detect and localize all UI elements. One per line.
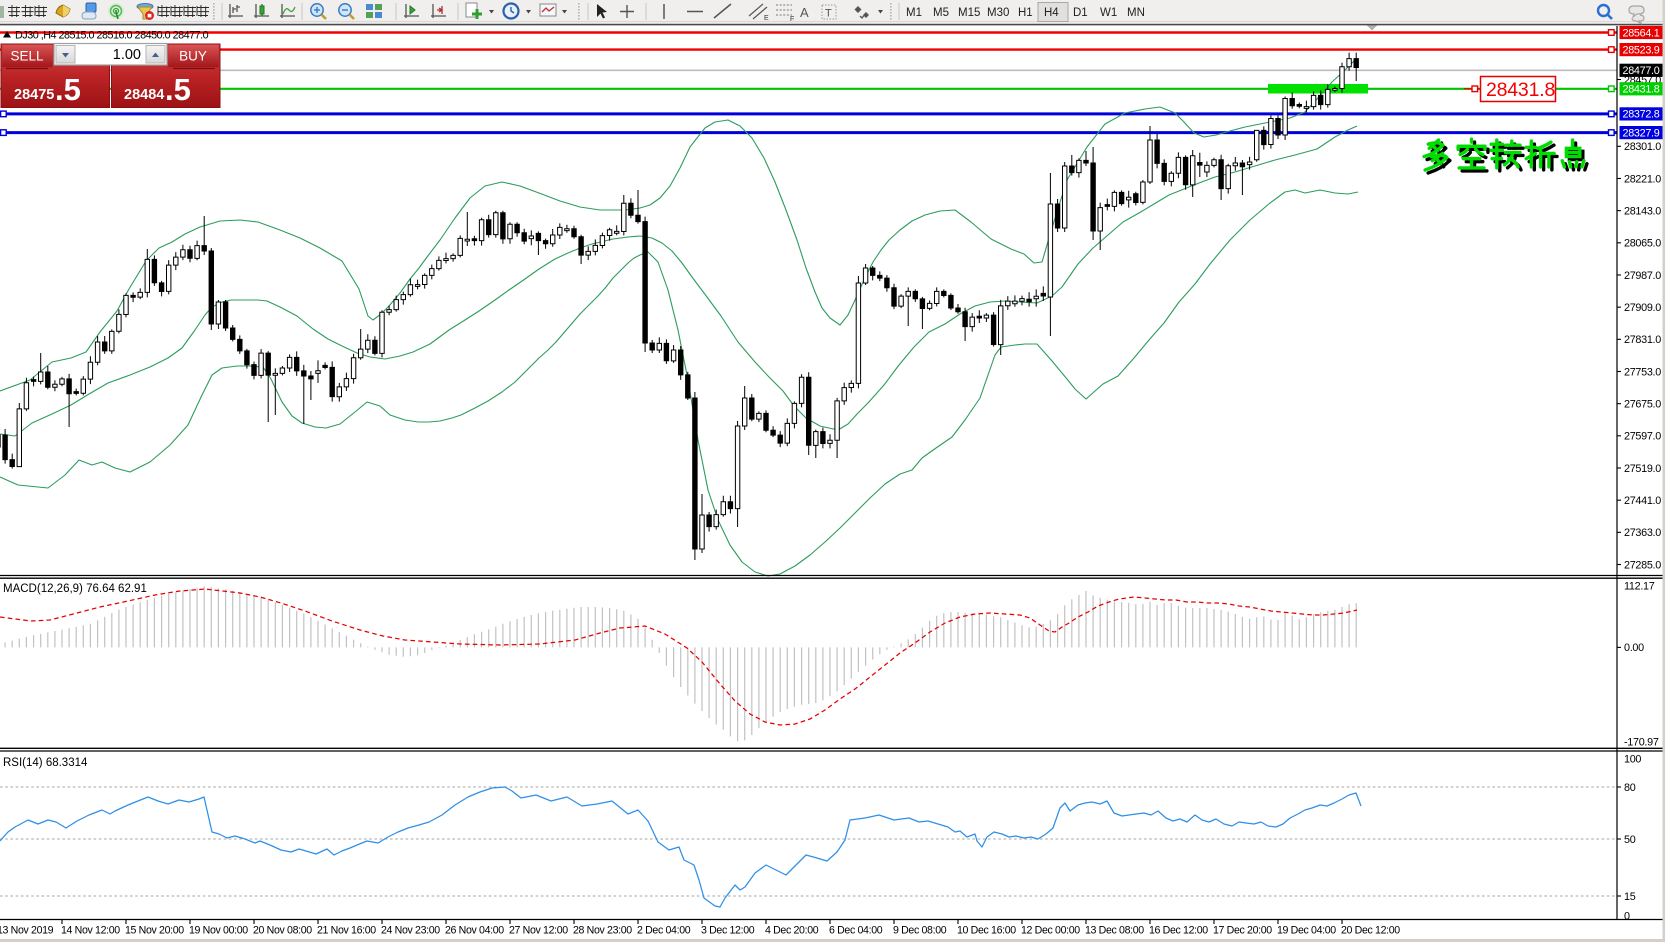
svg-text:0.00: 0.00 [1624, 642, 1644, 654]
svg-text:M5: M5 [933, 7, 949, 19]
svg-text:SELL: SELL [10, 49, 44, 64]
svg-text:17 Dec 20:00: 17 Dec 20:00 [1213, 925, 1272, 937]
svg-text:9 Dec 08:00: 9 Dec 08:00 [893, 925, 947, 937]
svg-text:M1: M1 [906, 7, 922, 19]
svg-text:RSI(14) 68.3314: RSI(14) 68.3314 [3, 757, 88, 769]
svg-text:MN: MN [1127, 7, 1145, 19]
svg-text:4 Dec 20:00: 4 Dec 20:00 [765, 925, 819, 937]
svg-text:112.17: 112.17 [1624, 580, 1655, 592]
svg-text:28 Nov 23:00: 28 Nov 23:00 [573, 925, 632, 937]
svg-text:H4: H4 [1044, 7, 1059, 19]
svg-text:A: A [800, 5, 809, 20]
svg-text:28372.8: 28372.8 [1623, 109, 1660, 121]
svg-text:F: F [790, 16, 794, 23]
svg-text:-170.97: -170.97 [1624, 736, 1659, 748]
svg-text:W1: W1 [1100, 7, 1117, 19]
svg-text:20 Nov 08:00: 20 Nov 08:00 [253, 925, 312, 937]
svg-text:16 Dec 12:00: 16 Dec 12:00 [1149, 925, 1208, 937]
svg-text:26 Nov 04:00: 26 Nov 04:00 [445, 925, 504, 937]
svg-text:15: 15 [1624, 891, 1636, 903]
svg-text:28301.0: 28301.0 [1624, 141, 1661, 153]
svg-text:19 Nov 00:00: 19 Nov 00:00 [189, 925, 248, 937]
svg-text:27441.0: 27441.0 [1624, 495, 1661, 507]
svg-text:24 Nov 23:00: 24 Nov 23:00 [381, 925, 440, 937]
svg-text:28475: 28475 [14, 87, 54, 103]
svg-text:13 Nov 2019: 13 Nov 2019 [0, 925, 54, 937]
svg-text:27597.0: 27597.0 [1624, 431, 1661, 443]
svg-text:27363.0: 27363.0 [1624, 527, 1661, 539]
svg-text:3 Dec 12:00: 3 Dec 12:00 [701, 925, 755, 937]
svg-text:0: 0 [1624, 910, 1630, 922]
svg-text:27675.0: 27675.0 [1624, 398, 1661, 410]
svg-text:27519.0: 27519.0 [1624, 463, 1661, 475]
svg-text:10 Dec 16:00: 10 Dec 16:00 [957, 925, 1016, 937]
svg-text:28484: 28484 [124, 87, 164, 103]
svg-text:28523.9: 28523.9 [1623, 44, 1660, 56]
svg-text:15 Nov 20:00: 15 Nov 20:00 [125, 925, 184, 937]
svg-text:6 Dec 04:00: 6 Dec 04:00 [829, 925, 883, 937]
svg-text:H1: H1 [1018, 7, 1033, 19]
svg-text:.5: .5 [55, 72, 81, 107]
svg-text:.5: .5 [165, 72, 191, 107]
svg-text:19 Dec 04:00: 19 Dec 04:00 [1277, 925, 1336, 937]
svg-text:28477.0: 28477.0 [1623, 65, 1660, 77]
svg-text:28221.0: 28221.0 [1624, 173, 1661, 185]
svg-text:14 Nov 12:00: 14 Nov 12:00 [61, 925, 120, 937]
svg-text:80: 80 [1624, 782, 1636, 794]
svg-text:20 Dec 12:00: 20 Dec 12:00 [1341, 925, 1400, 937]
svg-text:27 Nov 12:00: 27 Nov 12:00 [509, 925, 568, 937]
svg-text:50: 50 [1624, 834, 1636, 846]
svg-text:T: T [825, 8, 832, 20]
svg-text:28564.1: 28564.1 [1623, 27, 1660, 39]
svg-text:28143.0: 28143.0 [1624, 205, 1661, 217]
svg-text:27753.0: 27753.0 [1624, 366, 1661, 378]
svg-text:12 Dec 00:00: 12 Dec 00:00 [1021, 925, 1080, 937]
svg-text:M30: M30 [987, 7, 1009, 19]
svg-text:21 Nov 16:00: 21 Nov 16:00 [317, 925, 376, 937]
svg-text:2 Dec 04:00: 2 Dec 04:00 [637, 925, 691, 937]
svg-text:28327.9: 28327.9 [1623, 127, 1660, 139]
svg-text:BUY: BUY [179, 49, 207, 64]
svg-text:27987.0: 27987.0 [1624, 270, 1661, 282]
svg-text:M15: M15 [958, 7, 980, 19]
svg-text:100: 100 [1624, 753, 1641, 765]
svg-text:28431.8: 28431.8 [1623, 84, 1660, 96]
svg-text:D1: D1 [1073, 7, 1088, 19]
svg-text:MACD(12,26,9) 76.64 62.91: MACD(12,26,9) 76.64 62.91 [3, 583, 147, 595]
svg-text:27831.0: 27831.0 [1624, 334, 1661, 346]
svg-text:28431.8: 28431.8 [1486, 79, 1555, 101]
svg-text:E: E [764, 15, 769, 22]
svg-text:13 Dec 08:00: 13 Dec 08:00 [1085, 925, 1144, 937]
svg-text:27909.0: 27909.0 [1624, 302, 1661, 314]
svg-text:27285.0: 27285.0 [1624, 559, 1661, 571]
svg-text:28065.0: 28065.0 [1624, 238, 1661, 250]
svg-text:1.00: 1.00 [113, 47, 141, 63]
svg-text:DJ30 ,H4 28515.0 28516.0 2845: DJ30 ,H4 28515.0 28516.0 28450.0 28477.0 [15, 30, 209, 42]
